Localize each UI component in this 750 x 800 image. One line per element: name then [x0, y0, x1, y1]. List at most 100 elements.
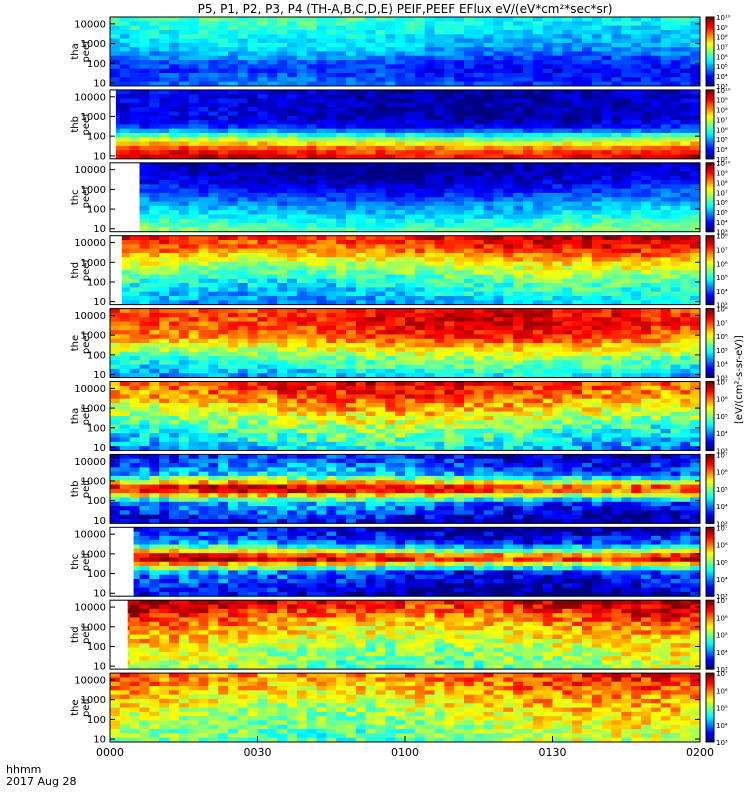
spectrogram-cell — [454, 210, 465, 215]
spectrogram-cell — [454, 244, 465, 250]
spectrogram-cell — [503, 197, 514, 202]
spectrogram-cell — [326, 25, 337, 31]
spectrogram-cell — [660, 235, 671, 241]
spectrogram-cell — [523, 373, 534, 378]
spectrogram-cell — [375, 368, 386, 374]
spectrogram-cell — [483, 72, 494, 78]
spectrogram-cell — [218, 89, 229, 95]
spectrogram-cell — [591, 47, 603, 52]
spectrogram-cell — [149, 214, 160, 220]
spectrogram-cell — [188, 244, 199, 250]
spectrogram-cell — [621, 270, 632, 275]
spectrogram-cell — [267, 295, 278, 301]
spectrogram-cell — [287, 132, 298, 138]
spectrogram-cell — [473, 197, 485, 202]
spectrogram-cell — [306, 300, 317, 305]
spectrogram-cell — [346, 197, 357, 202]
spectrogram-cell — [562, 235, 573, 241]
spectrogram-cell — [375, 184, 386, 190]
spectrogram-cell — [257, 150, 268, 155]
spectrogram-cell — [277, 308, 288, 314]
spectrogram-cell — [336, 364, 347, 370]
spectrogram-cell — [149, 38, 160, 44]
spectrogram-cell — [414, 107, 426, 112]
spectrogram-cell — [572, 120, 583, 125]
spectrogram-cell — [267, 338, 278, 344]
spectrogram-cell — [601, 150, 612, 155]
spectrogram-cell — [690, 355, 701, 361]
spectrogram-cell — [572, 308, 583, 314]
spectrogram-cell — [690, 55, 701, 61]
spectrogram-cell — [631, 188, 642, 194]
spectrogram-cell — [582, 291, 593, 297]
spectrogram-cell — [287, 312, 298, 318]
colorbar-segment — [706, 178, 714, 181]
spectrogram-cell — [247, 150, 258, 155]
spectrogram-cell — [473, 25, 485, 31]
spectrogram-cell — [129, 17, 140, 22]
spectrogram-cell — [562, 240, 573, 245]
spectrogram-cell — [218, 107, 229, 112]
spectrogram-cell — [483, 64, 494, 70]
spectrogram-cell — [670, 347, 681, 353]
spectrogram-cell — [690, 227, 701, 233]
spectrogram-cell — [110, 72, 121, 78]
spectrogram-cell — [483, 145, 494, 151]
spectrogram-cell — [208, 321, 219, 327]
spectrogram-cell — [375, 89, 386, 95]
spectrogram-cell — [218, 42, 229, 48]
spectrogram-cell — [680, 115, 691, 121]
spectrogram-cell — [188, 248, 199, 254]
spectrogram-cell — [473, 34, 485, 39]
spectrogram-cell — [523, 257, 534, 262]
spectrogram-cell — [306, 334, 317, 340]
spectrogram-cell — [159, 235, 170, 241]
colorbar-segment — [706, 42, 714, 46]
spectrogram-cell — [641, 38, 652, 44]
spectrogram-cell — [631, 317, 642, 322]
spectrogram-cell — [552, 257, 563, 262]
spectrogram-cell — [650, 338, 662, 344]
spectrogram-cell — [306, 34, 317, 39]
spectrogram-cell — [198, 338, 209, 344]
spectrogram-cell — [139, 120, 150, 125]
spectrogram-cell — [287, 261, 298, 267]
spectrogram-cell — [218, 145, 229, 151]
spectrogram-cell — [523, 274, 534, 280]
spectrogram-cell — [660, 51, 671, 57]
spectrogram-cell — [375, 188, 386, 194]
spectrogram-cell — [572, 60, 583, 65]
spectrogram-cell — [277, 81, 288, 87]
spectrogram-cell — [257, 184, 268, 190]
y-tick-label: 100 — [87, 59, 106, 70]
spectrogram-cell — [218, 60, 229, 65]
spectrogram-cell — [680, 321, 691, 327]
spectrogram-cell — [424, 265, 435, 271]
spectrogram-cell — [631, 29, 642, 35]
spectrogram-cell — [306, 248, 317, 254]
spectrogram-cell — [267, 321, 278, 327]
spectrogram-cell — [552, 21, 563, 27]
colorbar-segment — [706, 18, 714, 21]
spectrogram-cell — [110, 321, 121, 327]
spectrogram-cell — [611, 81, 622, 87]
spectrogram-cell — [473, 128, 485, 134]
spectrogram-cell — [287, 17, 298, 22]
spectrogram-cell — [237, 25, 249, 31]
spectrogram-cell — [159, 308, 170, 314]
colorbar-tick-label: 10⁵ — [716, 63, 728, 71]
spectrogram-cell — [483, 38, 494, 44]
spectrogram-cell — [611, 102, 622, 108]
spectrogram-cell — [198, 291, 209, 297]
spectrogram-cell — [208, 175, 219, 181]
spectrogram-cell — [178, 175, 190, 181]
spectrogram-cell — [129, 34, 140, 39]
spectrogram-cell — [532, 257, 544, 262]
spectrogram-cell — [257, 38, 268, 44]
spectrogram-cell — [365, 364, 376, 370]
spectrogram-cell — [306, 120, 317, 125]
spectrogram-cell — [650, 368, 662, 374]
spectrogram-cell — [414, 111, 426, 117]
spectrogram-cell — [464, 124, 475, 130]
spectrogram-cell — [660, 261, 671, 267]
